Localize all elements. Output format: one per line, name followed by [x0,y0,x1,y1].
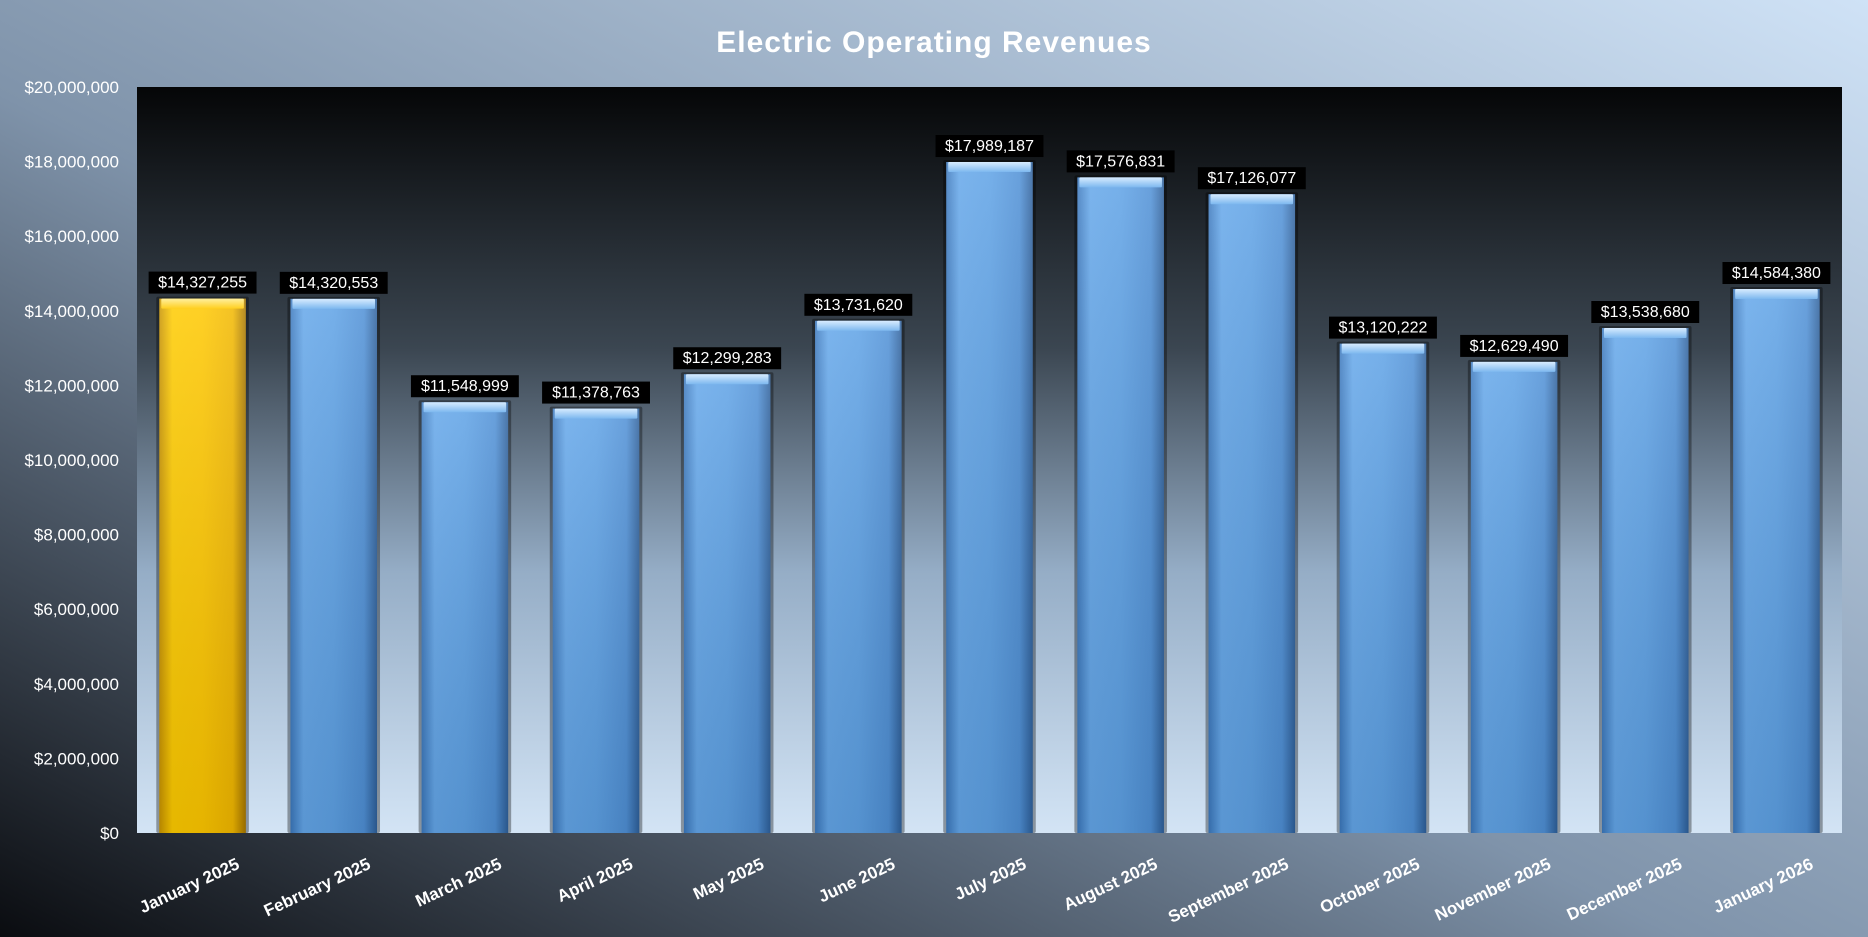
y-tick-label: $8,000,000 [34,526,119,545]
y-tick-label: $6,000,000 [34,600,119,619]
bar-cap [161,298,244,309]
data-label: $11,378,763 [552,385,640,402]
bar-cap [1735,289,1818,300]
bar-group: $11,548,999 [410,375,519,833]
bar-group: $12,629,490 [1460,334,1569,833]
bar-cap [1603,328,1687,339]
data-label-box [148,271,257,294]
bar-sheen [290,298,378,833]
bar-sheen [1470,361,1558,833]
y-tick-label: $10,000,000 [24,451,119,470]
bar-sheen [815,320,902,834]
bar-cap [292,298,376,309]
bar-group: $13,731,620 [804,293,913,834]
data-label-box [1197,167,1306,190]
bar-group: $14,584,380 [1722,262,1831,833]
bar-cap [423,402,507,413]
data-label-box [1591,301,1700,324]
data-label-box [410,375,519,398]
bar-sheen [1601,328,1689,833]
data-label: $12,629,490 [1470,338,1559,355]
bar-sheen [946,162,1033,834]
bar-cap [817,320,900,331]
data-label: $17,576,831 [1076,153,1165,170]
y-tick-label: $0 [100,824,119,843]
bar-cap [1472,361,1556,372]
bar-cap [685,374,769,385]
y-tick-label: $20,000,000 [24,78,119,97]
data-label: $13,120,222 [1338,320,1427,337]
y-tick-label: $14,000,000 [24,302,119,321]
bar-sheen [159,298,246,833]
data-label-box [935,135,1044,158]
bar-cap [1341,343,1425,354]
bar-sheen [552,408,640,833]
bar-cap [1079,177,1162,188]
data-label-box [542,381,650,404]
y-tick-label: $4,000,000 [34,675,119,694]
data-label-box [1722,262,1831,285]
data-label: $14,320,553 [289,275,378,292]
y-tick-label: $2,000,000 [34,749,119,768]
bar-group: $13,120,222 [1329,316,1437,833]
data-label-box [279,271,388,294]
data-label: $17,126,077 [1207,170,1296,187]
bars: $14,327,255 $14,320,553 $11,548,999 $11,378… [148,135,1831,834]
y-tick-label: $16,000,000 [24,227,119,246]
bar-group: $17,576,831 [1066,150,1175,833]
data-label: $12,299,283 [683,350,772,367]
bar-group: $14,327,255 [148,271,257,833]
bar-group: $12,299,283 [673,347,782,833]
data-label: $17,989,187 [945,138,1034,155]
bar-group: $11,378,763 [542,381,650,833]
bar-group: $17,989,187 [935,135,1044,834]
bar-cap [1210,194,1294,205]
y-axis: $0 $2,000,000 $4,000,000 $6,000,000 $8,000,0… [24,78,119,843]
bar-sheen [683,374,771,833]
bar-sheen [1339,343,1427,833]
data-label: $13,538,680 [1601,304,1690,321]
bar-sheen [1077,177,1164,833]
data-label-box [1066,150,1175,173]
y-tick-label: $12,000,000 [24,376,119,395]
chart-title: Electric Operating Revenues [716,26,1152,59]
bar-sheen [1208,194,1296,833]
data-label-box [673,347,782,370]
bar-group: $13,538,680 [1591,301,1700,833]
bar-sheen [1733,289,1820,833]
data-label: $13,731,620 [814,297,903,314]
bar-group: $17,126,077 [1197,167,1306,833]
data-label-box [804,293,913,316]
y-tick-label: $18,000,000 [24,153,119,172]
data-label: $11,548,999 [421,378,509,395]
bar-cap [948,162,1031,173]
bar-sheen [421,402,509,833]
data-label: $14,584,380 [1732,265,1821,282]
bar-group: $14,320,553 [279,271,388,833]
bar-cap [554,408,638,419]
data-label-box [1329,316,1437,339]
data-label: $14,327,255 [158,275,247,292]
data-label-box [1460,334,1569,357]
